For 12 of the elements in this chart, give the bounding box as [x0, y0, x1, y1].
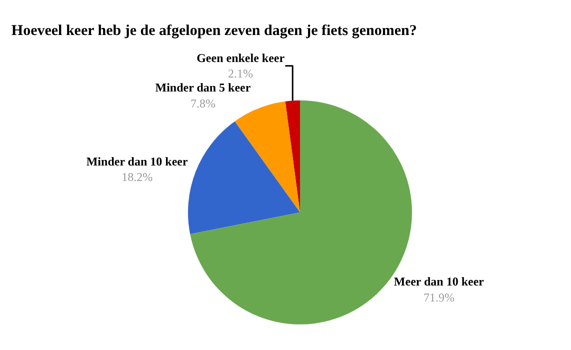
pie-slice [188, 121, 300, 234]
slice-label: Geen enkele keer [196, 51, 286, 66]
slice-label: Meer dan 10 keer [394, 274, 485, 289]
data-label: 18.2% [122, 170, 153, 184]
slice-label: Minder dan 5 keer [155, 80, 252, 95]
pie-slice [285, 100, 300, 212]
data-label: 71.9% [423, 290, 454, 304]
pie-slice [234, 101, 300, 212]
slice-label: Minder dan 10 keer [86, 154, 188, 168]
data-label: 7.8% [190, 96, 216, 110]
data-label: 2.1% [228, 66, 254, 81]
chart-title: Hoeveel keer heb je de afgelopen zeven dagen je fiets genomen? [11, 23, 417, 39]
